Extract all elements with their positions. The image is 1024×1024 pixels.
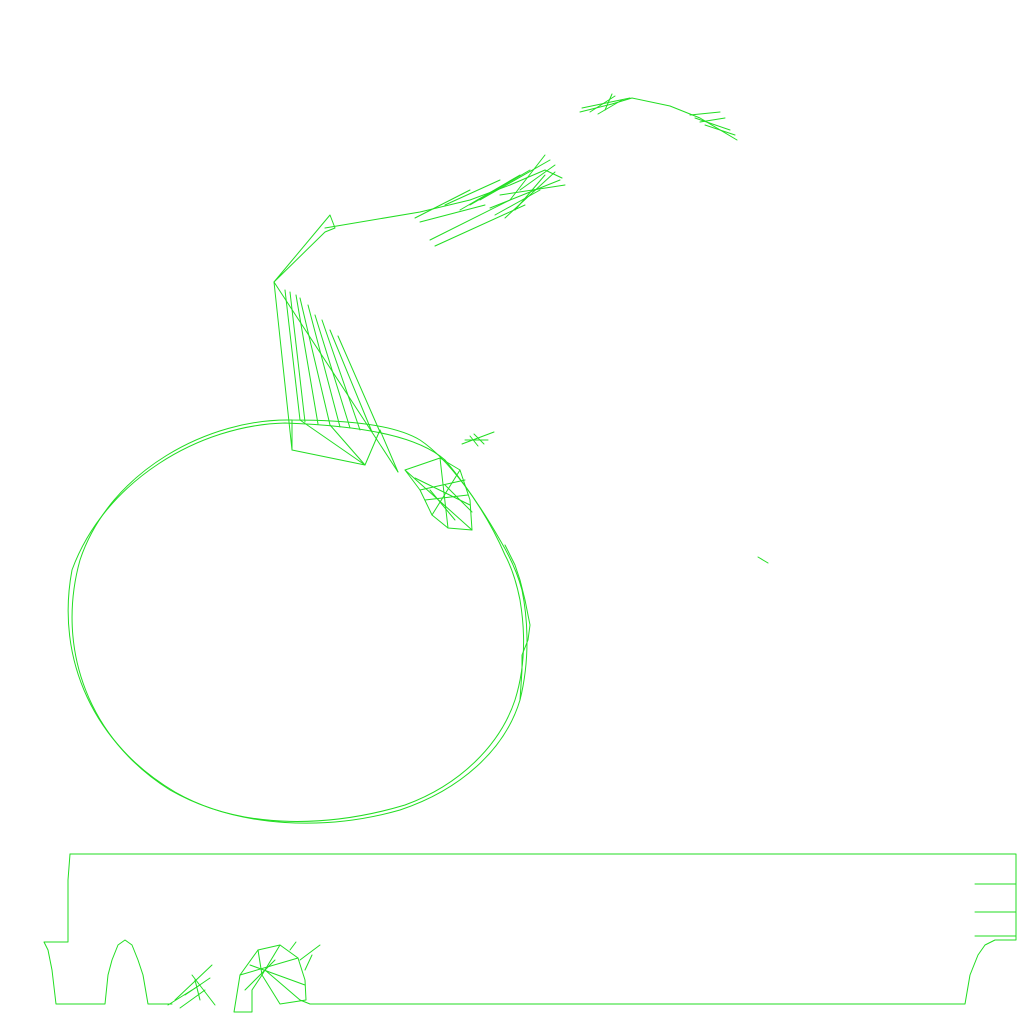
rim-mesh-line <box>431 469 461 516</box>
spike <box>191 974 216 1006</box>
arch-outline <box>233 944 307 1013</box>
rim-mesh-line <box>444 484 473 513</box>
large-loop-right-edge <box>504 544 531 701</box>
rim-mesh-line <box>429 489 456 521</box>
fan-line <box>273 281 399 473</box>
top-strand <box>579 93 738 141</box>
spike <box>509 154 546 201</box>
spike <box>514 174 546 211</box>
arch-line <box>257 949 263 976</box>
rim-mesh-line <box>439 457 449 529</box>
bottom-cluster-a <box>167 964 216 1009</box>
spike <box>699 117 726 123</box>
stray-marks <box>461 431 769 564</box>
fan-line <box>273 281 293 451</box>
bottom-rail <box>43 853 1017 1005</box>
arch-line <box>304 954 313 971</box>
top-strand-line <box>579 97 738 141</box>
spike <box>479 159 551 201</box>
stray-mark <box>469 435 479 447</box>
spike <box>179 989 206 1009</box>
arch-line <box>244 959 276 991</box>
spike <box>174 964 213 1001</box>
large-loop-inner <box>67 422 525 822</box>
large-loop-outer <box>71 419 528 824</box>
spike <box>689 111 721 116</box>
spike <box>459 174 521 211</box>
fan-structure <box>273 214 399 473</box>
spike <box>184 977 211 996</box>
spike <box>597 99 623 115</box>
fan-spine <box>273 214 336 283</box>
spike <box>469 169 531 206</box>
large-loop <box>67 419 531 824</box>
fan-line <box>295 294 319 425</box>
spike <box>694 117 731 131</box>
spike <box>494 189 541 216</box>
rail-outline <box>69 853 1017 1005</box>
rim-mesh <box>404 457 473 531</box>
spike <box>194 979 201 1001</box>
spike <box>434 204 526 247</box>
fan-line <box>329 329 373 433</box>
fan-line <box>337 335 381 433</box>
arch-line <box>289 941 297 951</box>
fan-line <box>321 319 361 431</box>
spike <box>489 179 561 209</box>
stray-mark <box>757 556 769 564</box>
upper-arm <box>324 154 566 247</box>
spike <box>504 171 556 219</box>
arch-line <box>299 944 321 961</box>
fan-line <box>284 289 301 421</box>
arch-line <box>249 964 306 986</box>
fan-line <box>289 291 306 423</box>
bottom-cluster-b <box>233 941 321 1013</box>
rim-mesh-line <box>419 479 466 491</box>
fan-line <box>329 424 366 466</box>
fan-line <box>299 297 331 426</box>
spike <box>429 199 511 241</box>
rim-mesh-line <box>424 494 469 501</box>
fan-line <box>299 419 366 466</box>
spike <box>444 179 501 206</box>
rail-left-end <box>43 853 173 1005</box>
spike <box>414 189 471 219</box>
spike <box>589 95 616 113</box>
arch-line <box>264 969 301 1001</box>
stray-mark <box>473 433 485 445</box>
fan-line <box>307 304 341 428</box>
spike <box>519 164 556 191</box>
rim-mesh-outline <box>404 457 473 531</box>
fan-base <box>291 419 399 473</box>
spike <box>704 124 736 136</box>
spike <box>604 93 613 111</box>
spike <box>419 204 486 223</box>
